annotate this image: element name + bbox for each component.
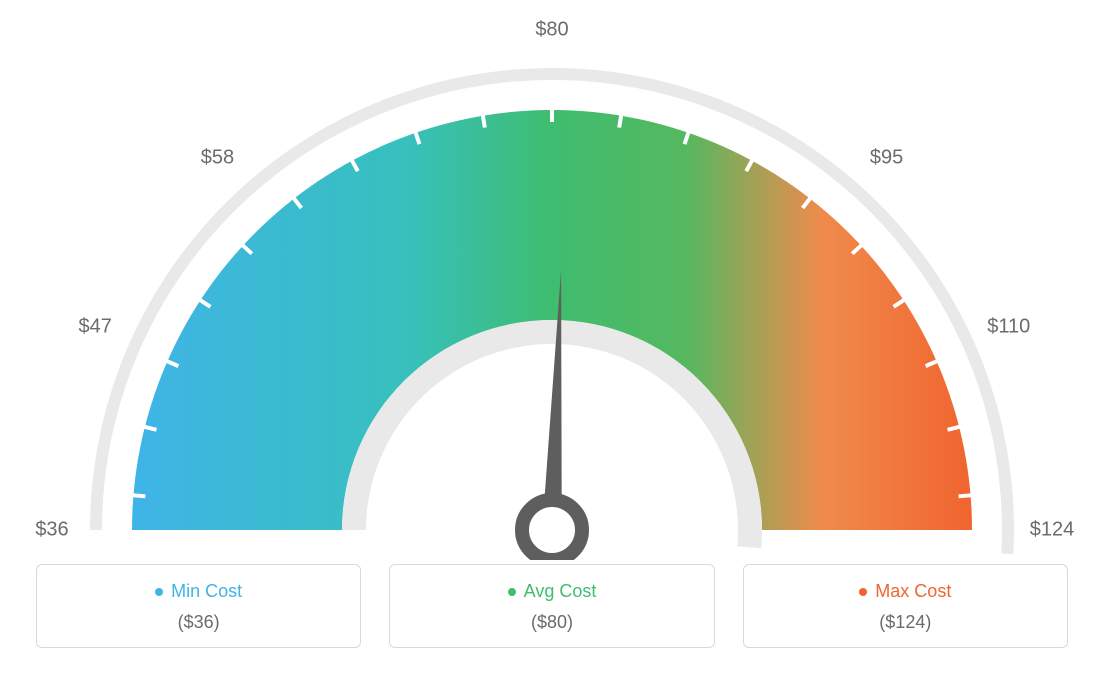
gauge-tick-label: $110 [987,315,1030,338]
gauge-tick-label: $95 [870,147,903,170]
legend-row: Min Cost ($36) Avg Cost ($80) Max Cost ($124) [0,564,1104,648]
legend-label: Min Cost [171,581,242,602]
legend-value: ($124) [756,612,1055,633]
legend-card-min: Min Cost ($36) [36,564,361,648]
gauge-svg [0,0,1104,560]
legend-label: Max Cost [875,581,951,602]
gauge-tick [959,494,989,496]
gauge-tick-label: $47 [79,315,112,338]
gauge-tick-label: $124 [1030,519,1075,542]
gauge-chart: $36 $47 $58 $80 $95 $110 $124 [0,0,1104,560]
avg-dot-icon [508,588,516,596]
legend-title: Min Cost [155,581,242,602]
gauge-tick-label: $58 [201,147,234,170]
gauge-tick-label: $36 [35,519,68,542]
legend-value: ($80) [402,612,701,633]
max-dot-icon [859,588,867,596]
gauge-tick [115,494,145,496]
legend-title: Avg Cost [508,581,597,602]
legend-card-max: Max Cost ($124) [743,564,1068,648]
legend-label: Avg Cost [524,581,597,602]
legend-value: ($36) [49,612,348,633]
gauge-tick-label: $80 [535,19,568,42]
gauge-needle-hub [522,500,582,560]
legend-title: Max Cost [859,581,951,602]
legend-card-avg: Avg Cost ($80) [389,564,714,648]
min-dot-icon [155,588,163,596]
